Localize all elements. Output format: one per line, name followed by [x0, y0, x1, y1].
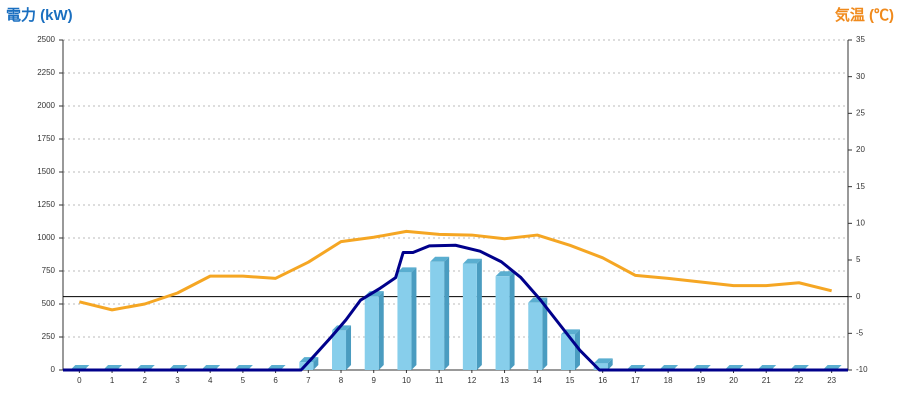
bar: [593, 363, 608, 370]
y2-tick-label: -10: [856, 365, 868, 374]
y-tick-label: 1500: [37, 167, 55, 176]
y2-tick-label: 35: [856, 35, 865, 44]
bar-side: [411, 267, 417, 370]
temperature-line: [78, 229, 833, 312]
x-tick-label: 23: [827, 376, 836, 385]
y2-tick-label: 0: [856, 292, 861, 301]
y-tick-label: 1250: [37, 200, 55, 209]
bar: [397, 272, 412, 370]
x-tick-label: 7: [306, 376, 311, 385]
x-tick-label: 5: [241, 376, 246, 385]
x-tick-label: 14: [533, 376, 542, 385]
bar-side: [542, 297, 548, 370]
x-tick-label: 22: [794, 376, 803, 385]
bar-side: [509, 271, 515, 370]
bar: [430, 261, 445, 370]
x-tick-label: 2: [143, 376, 148, 385]
bar: [495, 276, 510, 370]
bar-side: [444, 256, 450, 370]
bar-side: [574, 329, 580, 370]
y-tick-label: 250: [42, 332, 56, 341]
y2-tick-label: -5: [856, 328, 864, 337]
x-tick-label: 6: [273, 376, 278, 385]
bar-top: [593, 358, 613, 364]
bar-side: [607, 358, 613, 370]
x-tick-label: 19: [696, 376, 705, 385]
y2-tick-label: 10: [856, 218, 865, 227]
bar-side: [476, 258, 482, 370]
bar-top: [430, 256, 450, 262]
bar: [332, 330, 347, 370]
power-line: [63, 243, 848, 372]
bar: [528, 302, 543, 370]
y-axis-title: 電力 (kW): [6, 6, 73, 24]
bar-side: [313, 357, 319, 370]
bar: [364, 296, 379, 370]
x-tick-label: 0: [77, 376, 82, 385]
x-tick-label: 12: [467, 376, 476, 385]
y2-axis-title: 気温 (℃): [835, 6, 894, 24]
x-tick-label: 11: [435, 376, 444, 385]
bar-top: [462, 258, 482, 264]
y-tick-label: 2000: [37, 101, 55, 110]
y2-tick-label: 15: [856, 182, 865, 191]
bar-top: [495, 271, 515, 277]
bar: [462, 263, 477, 370]
bar-side: [378, 291, 384, 370]
x-tick-label: 20: [729, 376, 738, 385]
x-tick-label: 15: [566, 376, 575, 385]
y-tick-label: 500: [42, 299, 56, 308]
bar-side: [346, 325, 352, 370]
y-tick-label: 2500: [37, 35, 55, 44]
bar: [560, 334, 575, 370]
y2-tick-label: 25: [856, 108, 865, 117]
x-tick-label: 16: [598, 376, 607, 385]
y2-tick-label: 30: [856, 72, 865, 81]
x-tick-label: 21: [762, 376, 771, 385]
x-tick-label: 13: [500, 376, 509, 385]
x-tick-label: 8: [339, 376, 344, 385]
bar-top: [397, 267, 417, 273]
y-tick-label: 1000: [37, 233, 55, 242]
x-tick-label: 4: [208, 376, 213, 385]
x-tick-label: 3: [175, 376, 180, 385]
y2-tick-label: 5: [856, 255, 861, 264]
y-tick-label: 2250: [37, 68, 55, 77]
y-tick-label: 0: [51, 365, 56, 374]
y-tick-label: 1750: [37, 134, 55, 143]
y2-tick-label: 20: [856, 145, 865, 154]
x-tick-label: 10: [402, 376, 411, 385]
x-tick-label: 1: [110, 376, 115, 385]
y-tick-label: 750: [42, 266, 56, 275]
x-tick-label: 9: [372, 376, 377, 385]
x-tick-label: 17: [631, 376, 640, 385]
x-tick-label: 18: [664, 376, 673, 385]
